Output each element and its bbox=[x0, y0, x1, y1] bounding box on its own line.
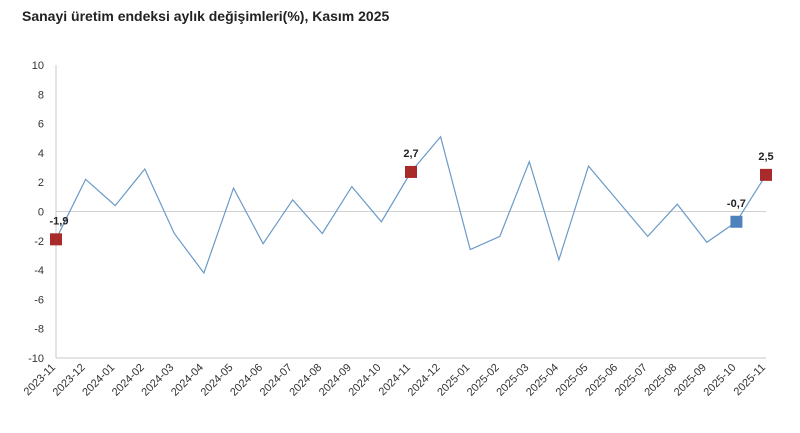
chart-title: Sanayi üretim endeksi aylık değişimleri(… bbox=[22, 8, 390, 24]
x-tick-label: 2024-10 bbox=[347, 362, 384, 399]
data-label: 2,7 bbox=[403, 148, 418, 160]
highlight-marker bbox=[760, 168, 772, 181]
y-tick-label: 2 bbox=[38, 177, 44, 189]
data-label: 2,5 bbox=[758, 151, 773, 163]
y-tick-label: 4 bbox=[38, 148, 44, 160]
y-tick-label: -6 bbox=[34, 294, 44, 306]
y-tick-label: -8 bbox=[34, 324, 44, 336]
y-tick-label: -10 bbox=[28, 353, 44, 365]
highlight-marker bbox=[730, 215, 743, 228]
y-tick-labels: 10 8 6 4 2 0 -2 -4 -6 -8 -10 bbox=[28, 60, 44, 365]
y-tick-label: 10 bbox=[32, 60, 44, 72]
y-tick-label: -2 bbox=[34, 236, 44, 248]
data-label: -1,9 bbox=[50, 215, 69, 227]
x-tick-label: 2025-11 bbox=[732, 362, 768, 398]
x-tick-labels: 2023-112023-122024-012024-022024-032024-… bbox=[22, 362, 768, 399]
highlight-marker bbox=[50, 233, 62, 246]
highlight-markers bbox=[50, 165, 772, 246]
y-tick-label: 0 bbox=[38, 207, 44, 219]
data-labels: -1,9 2,7 -0,7 2,5 bbox=[50, 148, 774, 227]
data-label: -0,7 bbox=[727, 198, 746, 210]
x-tick-label: 2025-10 bbox=[702, 362, 739, 399]
chart-axes bbox=[55, 65, 766, 359]
y-tick-label: 6 bbox=[38, 119, 44, 131]
y-tick-label: -4 bbox=[34, 265, 44, 277]
y-tick-label: 8 bbox=[38, 89, 44, 101]
highlight-marker bbox=[405, 165, 417, 178]
